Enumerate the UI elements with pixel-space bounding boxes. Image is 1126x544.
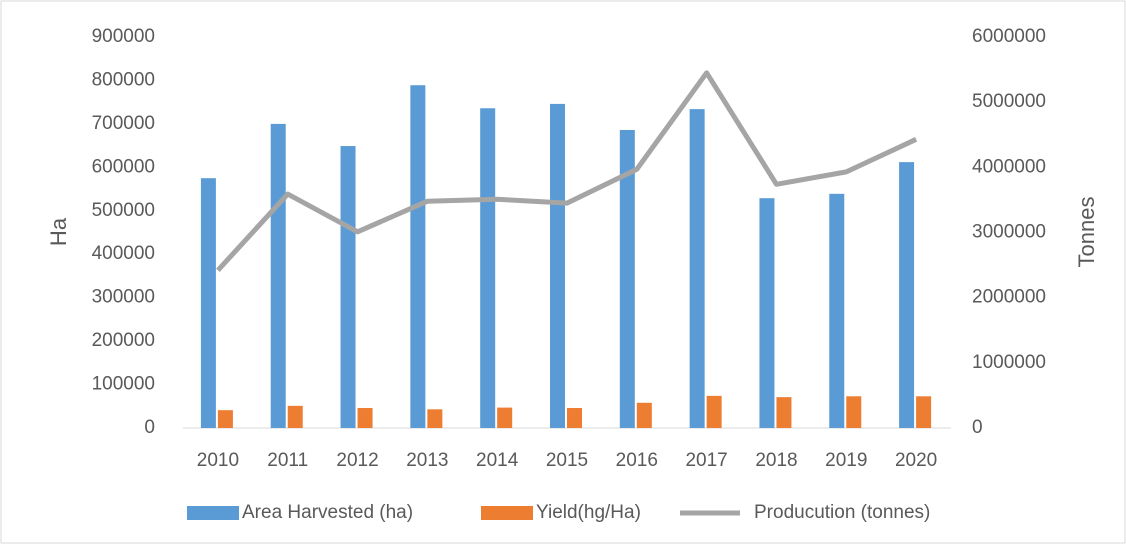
bar <box>916 396 932 428</box>
y2-tick-label: 6000000 <box>972 26 1046 47</box>
y-tick-label: 400000 <box>92 243 155 264</box>
y-tick-label: 600000 <box>92 156 155 177</box>
bar <box>759 198 775 428</box>
legend-swatch <box>187 506 239 520</box>
bar <box>550 103 565 428</box>
bar <box>270 123 286 428</box>
bar <box>829 193 845 428</box>
y-tick-label: 700000 <box>92 113 155 134</box>
x-tick-label: 2017 <box>685 450 727 471</box>
bar <box>480 108 496 428</box>
y2-tick-label: 3000000 <box>972 222 1046 243</box>
x-tick-label: 2015 <box>546 450 588 471</box>
y2-tick-label: 4000000 <box>972 156 1046 177</box>
y-tick-label: 200000 <box>92 330 155 351</box>
x-tick-label: 2018 <box>755 450 797 471</box>
y2-axis-label: Tonnes <box>1074 197 1099 268</box>
bar <box>706 395 722 428</box>
bar <box>340 146 356 428</box>
x-tick-label: 2010 <box>197 450 239 471</box>
y-tick-label: 0 <box>144 417 155 438</box>
x-tick-label: 2016 <box>616 450 658 471</box>
bar <box>899 162 915 428</box>
bar <box>636 402 652 428</box>
y2-tick-label: 2000000 <box>972 287 1046 308</box>
y-tick-label: 800000 <box>92 69 155 90</box>
bar <box>410 85 426 429</box>
bar <box>619 129 635 428</box>
y2-tick-label: 1000000 <box>972 352 1046 373</box>
bar <box>217 410 233 428</box>
y2-tick-label: 0 <box>972 417 983 438</box>
x-tick-label: 2011 <box>267 450 308 471</box>
legend-label: Producution (tonnes) <box>754 502 930 523</box>
bar <box>357 408 373 428</box>
bar <box>497 407 513 428</box>
y-axis-label: Ha <box>46 217 71 246</box>
x-tick-label: 2012 <box>336 450 378 471</box>
bar <box>567 408 582 428</box>
bar <box>689 109 705 429</box>
y-tick-label: 900000 <box>92 26 155 47</box>
bar <box>200 178 216 428</box>
x-tick-label: 2019 <box>825 450 867 471</box>
bar <box>287 405 303 428</box>
bar <box>776 397 792 428</box>
bar <box>427 409 443 428</box>
y-tick-label: 500000 <box>92 200 155 221</box>
x-tick-label: 2014 <box>476 450 519 471</box>
bar <box>846 396 862 428</box>
legend-label: Area Harvested (ha) <box>242 502 413 523</box>
y-tick-label: 100000 <box>92 374 155 395</box>
x-tick-label: 2020 <box>895 450 937 471</box>
legend-label: Yield(hg/Ha) <box>536 502 641 523</box>
y2-tick-label: 5000000 <box>972 91 1046 112</box>
y-tick-label: 300000 <box>92 287 155 308</box>
line <box>216 70 918 272</box>
x-tick-label: 2013 <box>406 450 448 471</box>
legend-swatch <box>481 506 533 520</box>
